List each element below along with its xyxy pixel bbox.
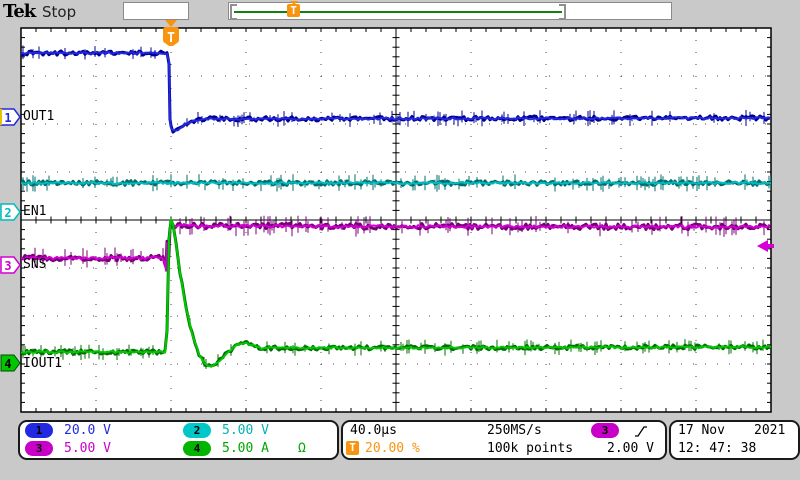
ch3-scale: 5.00 V (64, 441, 111, 456)
ch2-badge[interactable]: 2 (183, 423, 211, 438)
trigger-position-marker[interactable]: T (163, 20, 179, 46)
zoom-window-left-bracket (230, 4, 237, 20)
ch3-position-marker[interactable]: 3 (0, 256, 21, 274)
svg-text:3: 3 (4, 259, 11, 273)
time-readout: 12: 47: 38 (678, 441, 757, 456)
acquisition-status: Stop (42, 3, 77, 21)
zoom-window-right-bracket (559, 4, 566, 20)
tek-logo: Tek (3, 1, 36, 22)
trigger-position-readout: 20.00 % (365, 441, 420, 456)
trigger-position-icon[interactable]: T (287, 1, 300, 17)
ch4-waveform-label: IOUT1 (23, 356, 63, 371)
ch1-badge[interactable]: 1 (25, 423, 53, 438)
ch2-scale: 5.00 V (222, 423, 269, 438)
waveforms (21, 45, 771, 369)
ch1-waveform-label: OUT1 (23, 109, 55, 124)
ch1-scale: 20.0 V (64, 423, 111, 438)
trigger-slope-icon (635, 426, 647, 437)
datetime-box (669, 420, 800, 460)
svg-text:T: T (167, 31, 175, 46)
year-readout: 2021 (754, 423, 786, 438)
svg-text:2: 2 (4, 206, 11, 220)
record-line (234, 11, 562, 13)
waveform-overview-bar[interactable]: T (228, 1, 672, 20)
svg-text:4: 4 (4, 357, 11, 371)
record-length-readout: 100k points (487, 441, 574, 456)
ch4-coupling-ohm: Ω (298, 441, 306, 456)
trigger-position-badge: T (346, 441, 359, 455)
sample-rate-readout: 250MS/s (487, 423, 542, 438)
ch4-scale: 5.00 A (222, 441, 269, 456)
trigger-level-arrow[interactable] (757, 240, 774, 252)
ch4-badge[interactable]: 4 (183, 441, 211, 456)
message-box (123, 2, 189, 20)
timebase-readout: 40.0μs (350, 423, 397, 438)
ch4-position-marker[interactable]: 4 (0, 354, 21, 372)
trigger-level-readout: 2.00 V (607, 441, 654, 456)
ch2-waveform-label: EN1 (23, 204, 47, 219)
ch1-position-marker[interactable]: 1 (0, 108, 21, 126)
ch2-position-marker[interactable]: 2 (0, 203, 21, 221)
ch3-waveform-label: SNS (23, 257, 47, 272)
ch3-badge[interactable]: 3 (25, 441, 53, 456)
date-readout: 17 Nov (678, 423, 725, 438)
channel-readout-box (18, 420, 339, 460)
svg-text:1: 1 (4, 111, 11, 125)
trigger-source-badge[interactable]: 3 (591, 423, 619, 438)
